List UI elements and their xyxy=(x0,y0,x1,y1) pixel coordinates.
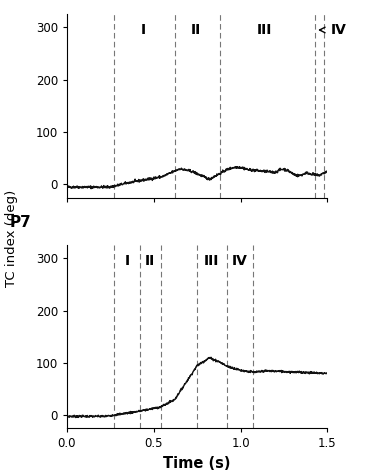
Text: III: III xyxy=(257,23,273,37)
Text: TC index (deg): TC index (deg) xyxy=(5,189,17,287)
Text: III: III xyxy=(204,254,219,268)
Text: II: II xyxy=(144,254,154,268)
Text: P7: P7 xyxy=(10,216,31,230)
X-axis label: Time (s): Time (s) xyxy=(163,456,231,471)
Text: I: I xyxy=(124,254,129,268)
Text: IV: IV xyxy=(232,254,248,268)
Text: I: I xyxy=(141,23,146,37)
Text: II: II xyxy=(190,23,201,37)
Text: IV: IV xyxy=(331,23,347,37)
